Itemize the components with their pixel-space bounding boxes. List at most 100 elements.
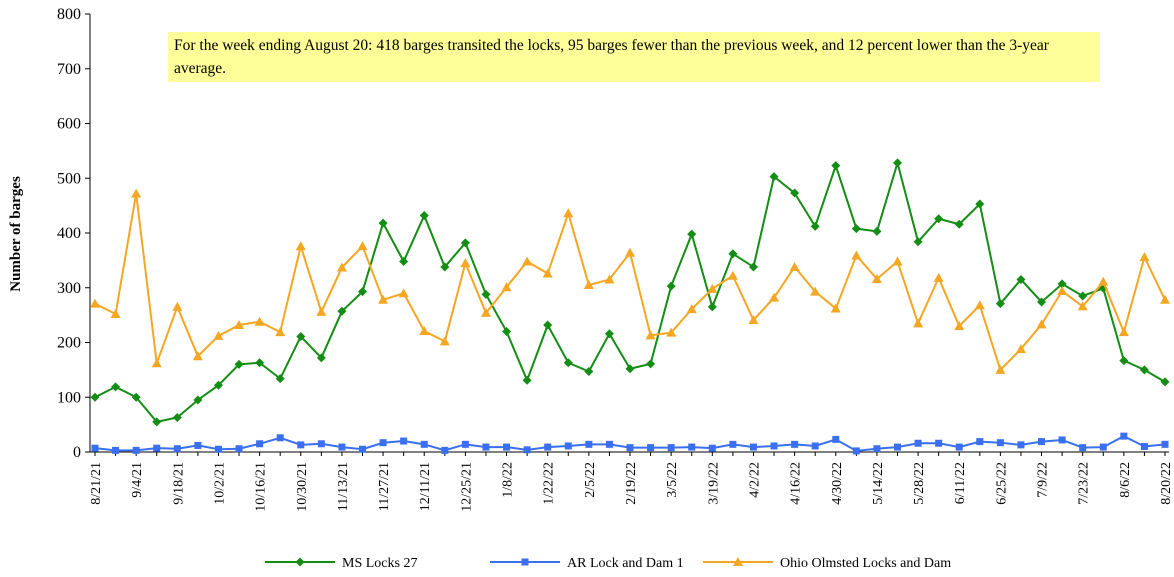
point: [832, 435, 840, 443]
point: [112, 446, 120, 454]
point: [316, 306, 327, 316]
x-tick-label: 5/14/22: [871, 462, 886, 505]
point: [254, 316, 265, 326]
x-tick-label: 7/23/22: [1077, 462, 1092, 505]
point: [297, 441, 305, 449]
point: [686, 304, 697, 314]
point: [255, 358, 265, 368]
point: [213, 380, 223, 390]
point: [192, 351, 203, 361]
x-tick-label: 2/5/22: [583, 462, 598, 498]
point: [256, 440, 264, 448]
point: [893, 158, 902, 168]
point: [605, 440, 613, 448]
point: [975, 199, 985, 209]
point: [1078, 291, 1088, 301]
point: [914, 439, 922, 447]
point: [1015, 344, 1026, 354]
point: [357, 241, 368, 251]
point: [503, 443, 511, 451]
x-tick-label: 12/25/21: [459, 462, 474, 512]
point: [234, 319, 245, 329]
point: [789, 261, 800, 271]
point: [419, 210, 429, 220]
point: [1139, 252, 1150, 262]
x-tick-label: 12/11/21: [418, 462, 433, 511]
point: [172, 413, 182, 423]
point: [544, 443, 552, 451]
point: [1079, 444, 1087, 452]
point: [501, 282, 512, 292]
point: [358, 287, 367, 297]
point: [1057, 279, 1067, 289]
point: [666, 327, 677, 337]
point: [810, 221, 820, 231]
point: [851, 250, 862, 260]
point: [934, 214, 944, 224]
x-tick-label: 7/9/22: [1036, 462, 1051, 498]
point: [563, 208, 574, 218]
point: [1160, 377, 1170, 387]
x-tick-label: 5/28/22: [912, 462, 927, 505]
y-tick-label: 700: [57, 61, 81, 78]
y-tick-label: 100: [57, 389, 81, 406]
point: [1161, 440, 1169, 448]
point: [522, 256, 533, 266]
y-tick-label: 400: [57, 225, 81, 242]
point: [336, 262, 347, 272]
point: [708, 444, 716, 452]
point: [337, 306, 347, 316]
annotation: For the week ending August 20: 418 barge…: [168, 32, 1100, 82]
point: [90, 298, 100, 308]
point: [1098, 276, 1109, 286]
point: [90, 392, 100, 402]
point: [769, 172, 779, 182]
x-tick-label: 8/21/21: [89, 462, 104, 505]
point: [935, 439, 943, 447]
x-tick-label: 10/2/21: [212, 462, 227, 505]
x-tick-label: 2/19/22: [624, 462, 639, 505]
point: [995, 364, 1006, 374]
point: [482, 443, 490, 451]
point: [976, 438, 984, 446]
point: [1016, 275, 1026, 285]
point: [688, 443, 696, 451]
point: [234, 359, 244, 369]
x-tick-label: 3/19/22: [706, 462, 721, 505]
point: [769, 292, 780, 302]
point: [317, 440, 325, 448]
legend-marker: [295, 557, 305, 567]
point: [645, 330, 656, 340]
x-tick-label: 11/13/21: [336, 462, 351, 511]
point: [894, 443, 901, 451]
point: [193, 395, 203, 405]
point: [666, 281, 676, 291]
point: [647, 444, 655, 452]
legend-label: MS Locks 27: [342, 556, 417, 571]
point: [852, 447, 860, 455]
point: [151, 358, 162, 368]
point: [687, 229, 697, 239]
point: [604, 274, 615, 284]
point: [420, 440, 428, 448]
x-tick-label: 10/16/21: [254, 462, 269, 512]
point: [1099, 443, 1107, 451]
point: [542, 268, 553, 278]
x-tick-label: 4/2/22: [747, 462, 762, 498]
x-tick-label: 8/20/22: [1159, 462, 1174, 505]
point: [604, 329, 614, 339]
point: [707, 302, 717, 312]
point: [275, 374, 285, 384]
point: [851, 224, 861, 234]
legend-marker: [521, 558, 529, 566]
point: [275, 327, 286, 337]
point: [1139, 365, 1149, 375]
point: [954, 321, 965, 331]
point: [460, 238, 470, 248]
point: [1037, 297, 1047, 307]
point: [1017, 441, 1025, 449]
point: [1057, 286, 1068, 296]
point: [480, 307, 491, 317]
x-tick-label: 10/30/21: [295, 462, 310, 512]
